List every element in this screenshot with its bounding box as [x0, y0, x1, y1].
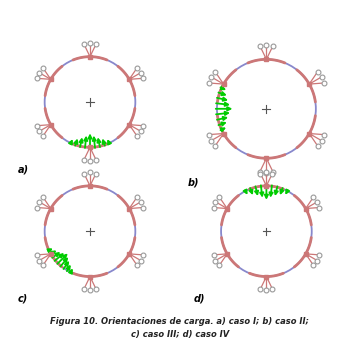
Text: Figura 10. Orientaciones de carga. a) caso I; b) caso II;: Figura 10. Orientaciones de carga. a) ca…: [50, 317, 310, 326]
Text: b): b): [187, 178, 199, 188]
Text: a): a): [18, 165, 28, 174]
Text: d): d): [194, 294, 205, 304]
Text: c) caso III; d) caso IV: c) caso III; d) caso IV: [131, 330, 229, 339]
Text: c): c): [18, 294, 28, 304]
